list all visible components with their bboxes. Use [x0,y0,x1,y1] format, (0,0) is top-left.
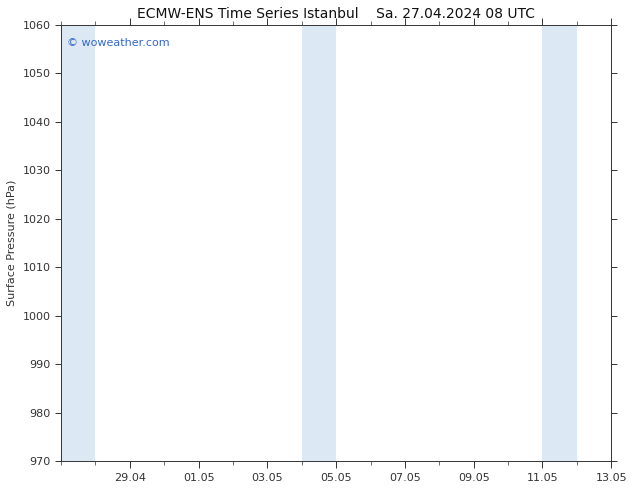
Y-axis label: Surface Pressure (hPa): Surface Pressure (hPa) [7,180,17,306]
Title: ECMW-ENS Time Series Istanbul    Sa. 27.04.2024 08 UTC: ECMW-ENS Time Series Istanbul Sa. 27.04.… [137,7,535,21]
Bar [302,25,336,461]
Bar [61,25,96,461]
Text: © woweather.com: © woweather.com [67,38,169,48]
Bar [543,25,577,461]
